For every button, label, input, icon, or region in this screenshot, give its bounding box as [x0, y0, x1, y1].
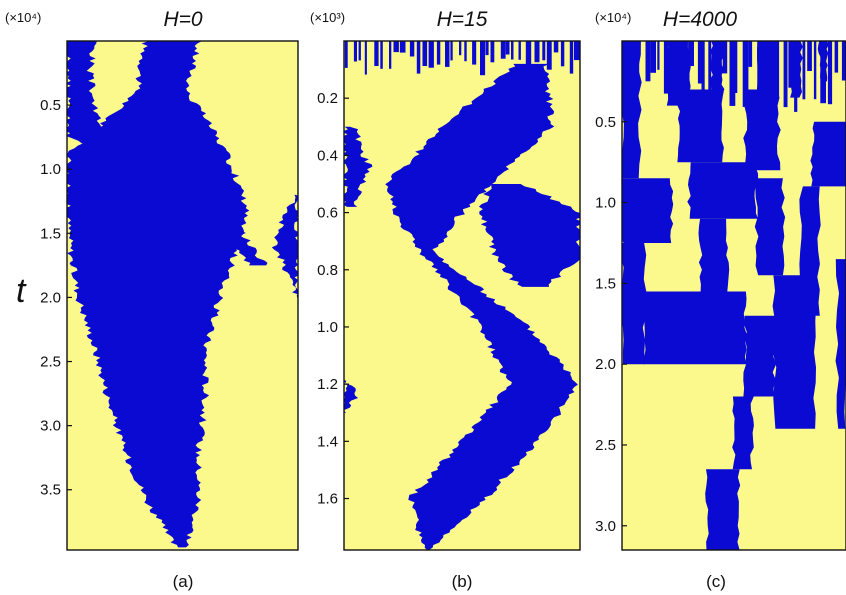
panel-b-ytick-label: 0.6 [317, 205, 338, 222]
panel-a-domain-2 [271, 194, 298, 298]
panel-b-ytick-label: 0.8 [317, 262, 338, 279]
panel-b-ytick-label: 1.4 [317, 433, 338, 450]
panel-a-ytick-label: 1.0 [40, 161, 61, 178]
panel-c-block-18 [743, 315, 777, 397]
panel-b-ytick-label: 0.4 [317, 147, 338, 164]
panel-c-label: (c) [706, 572, 726, 591]
panel-b-domain-0 [385, 63, 578, 550]
panel-b: (×10³) H=15 0.2 0.4 0.6 0.8 1.0 1.2 1.4 1.6 (b) [310, 8, 581, 591]
panel-c-block-8 [810, 121, 846, 187]
panel-c-block-16 [772, 275, 817, 429]
panel-b-early-noise [344, 41, 580, 76]
panel-c-block-14 [622, 243, 647, 365]
panel-c-block-17 [643, 291, 747, 365]
panel-c-early-noise [626, 41, 846, 112]
panel-c-block-6 [676, 89, 725, 163]
panel-b-ytick-label: 1.6 [317, 491, 338, 508]
panel-c-frame [621, 40, 846, 551]
panel-a: (×10⁴) H=0 0.5 1.0 1.5 2.0 2.5 3.0 3.5 (a) [5, 8, 299, 591]
panel-a-ytick-label: 2.0 [40, 289, 61, 306]
panel-c-title: H=4000 [663, 8, 737, 31]
panel-a-scale-label: (×10⁴) [5, 10, 41, 25]
panel-b-ytick-label: 0.2 [317, 90, 338, 107]
panel-b-ytick-label: 1.0 [317, 319, 338, 336]
panel-b-scale-label: (×10³) [310, 10, 345, 25]
panel-c-domains [622, 41, 846, 550]
panel-c-plot: 0.5 1.0 1.5 2.0 2.5 3.0 [595, 40, 846, 551]
panel-b-domain-1 [478, 184, 580, 287]
panel-a-domain-1 [67, 41, 268, 266]
panel-a-ytick-label: 2.5 [40, 354, 61, 371]
panel-a-ytick-label: 0.5 [40, 97, 61, 114]
panel-c-block-11 [754, 178, 786, 276]
panel-b-frame [343, 40, 581, 551]
panel-c-ytick-label: 1.5 [595, 275, 616, 292]
panel-c-block-9 [687, 162, 759, 219]
y-axis-label: t [16, 272, 27, 310]
panel-a-domain-0 [67, 41, 250, 548]
panel-c-block-10 [622, 178, 674, 243]
panel-c-block-15 [835, 259, 846, 429]
panel-a-domains [67, 41, 298, 548]
panel-b-domains [344, 41, 580, 550]
panel-a-ytick-label: 3.5 [40, 482, 61, 499]
panel-c-block-7 [743, 89, 781, 171]
panel-c-ytick-label: 2.0 [595, 356, 616, 373]
panel-c-scale-label: (×10⁴) [595, 10, 631, 25]
panel-c-block-13 [698, 218, 730, 292]
panel-b-domain-2 [344, 126, 373, 207]
panel-a-ytick-label: 3.0 [40, 418, 61, 435]
panel-c-ytick-label: 2.5 [595, 437, 616, 454]
panel-a-ytick-label: 1.5 [40, 225, 61, 242]
panel-b-title: H=15 [437, 8, 488, 31]
panel-a-plot: 0.5 1.0 1.5 2.0 2.5 3.0 3.5 [40, 40, 299, 551]
panel-c-ytick-label: 3.0 [595, 518, 616, 535]
panel-b-domain-3 [344, 379, 359, 413]
panel-b-plot: 0.2 0.4 0.6 0.8 1.0 1.2 1.4 1.6 [317, 40, 581, 551]
panel-a-label: (a) [173, 572, 194, 591]
panel-c-block-20 [705, 469, 741, 550]
panel-a-frame [66, 40, 299, 551]
panel-c: (×10⁴) H=4000 0.5 1.0 1.5 2.0 2.5 3.0 (c) [595, 8, 846, 591]
panel-c-ytick-label: 0.5 [595, 114, 616, 131]
panel-b-label: (b) [452, 572, 473, 591]
panel-a-title: H=0 [163, 8, 202, 31]
panel-c-block-19 [732, 396, 754, 470]
panel-b-ytick-label: 1.2 [317, 376, 338, 393]
panel-c-ytick-label: 1.0 [595, 195, 616, 212]
